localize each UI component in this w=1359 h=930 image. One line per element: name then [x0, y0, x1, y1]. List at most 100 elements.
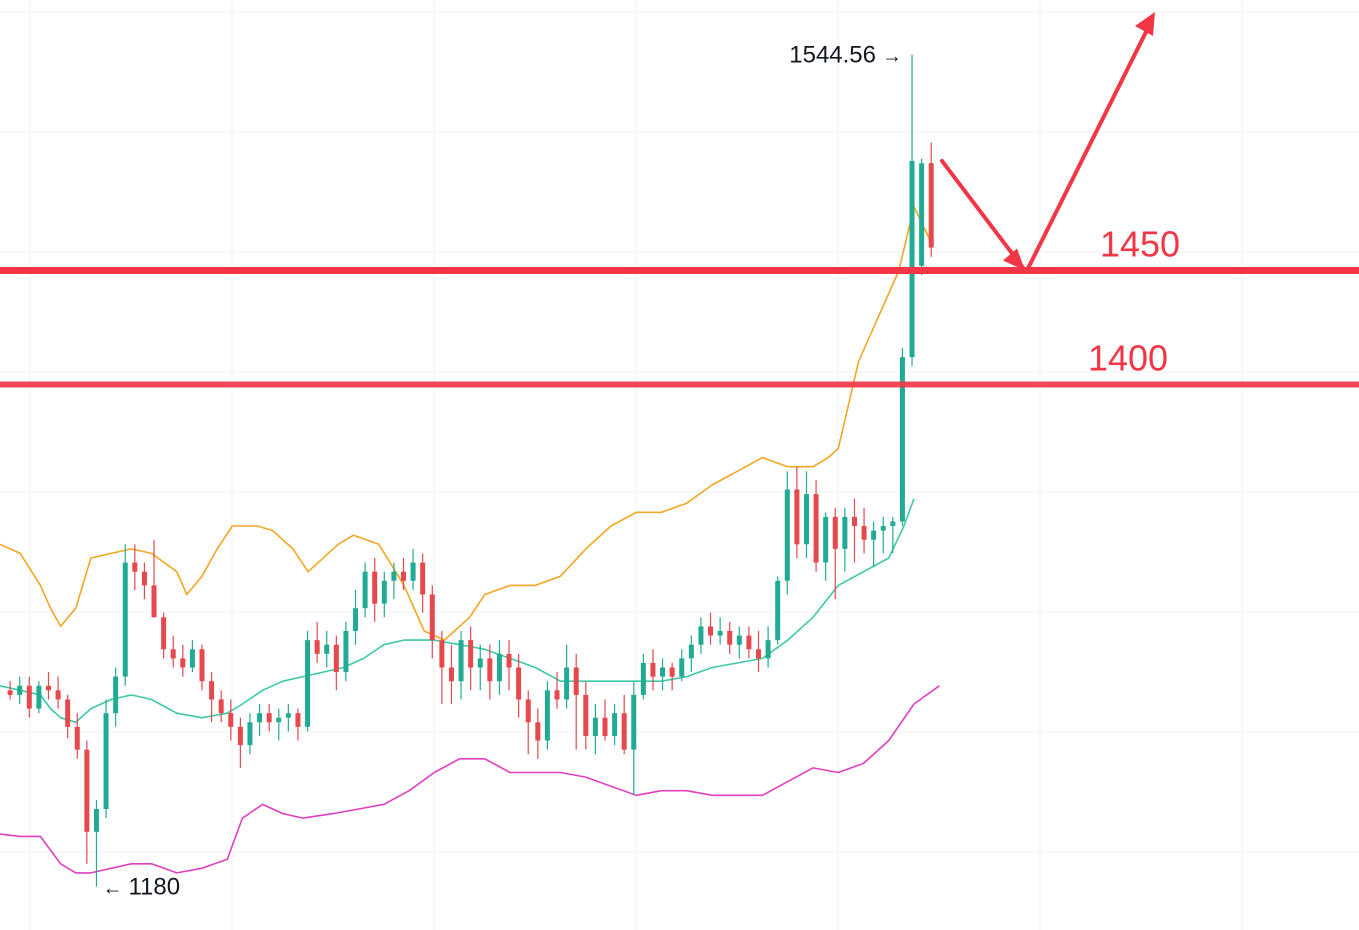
candle-body — [151, 585, 157, 618]
candle-body — [45, 685, 51, 691]
candle-body — [372, 571, 378, 604]
candle-body — [899, 357, 905, 522]
candle-down — [535, 708, 541, 759]
candle-down — [161, 612, 167, 659]
candle-up — [631, 681, 637, 796]
candle-body — [871, 530, 877, 540]
candle-up — [36, 681, 42, 714]
candle-body — [381, 580, 387, 604]
candle-body — [410, 562, 416, 581]
candle-up — [717, 617, 723, 645]
annotation-labels: 1544.56 → ← 1180 — [102, 42, 902, 901]
candle-body — [26, 685, 32, 709]
high-price-label: 1544.56 — [789, 42, 876, 69]
candle-body — [170, 649, 176, 659]
candle-down — [209, 672, 215, 723]
candle-body — [362, 571, 368, 609]
candle-body — [669, 667, 675, 677]
candle-down — [813, 480, 819, 572]
candle-body — [717, 631, 723, 636]
candle-body — [621, 713, 627, 750]
candle-body — [631, 694, 637, 750]
candle-body — [679, 658, 685, 677]
candle-up — [564, 644, 570, 709]
candle-body — [199, 649, 205, 682]
candle-down — [132, 544, 138, 590]
projection-arrows — [940, 12, 1155, 273]
candle-body — [708, 626, 714, 636]
candle-down — [851, 498, 857, 563]
candle-body — [602, 717, 608, 736]
candle-body — [74, 726, 80, 750]
candle-down — [151, 539, 157, 618]
candle-body — [554, 690, 560, 700]
candle-down — [237, 717, 243, 768]
candle-up — [640, 653, 646, 700]
price-levels: 1450 1400 — [0, 223, 1359, 388]
candle-body — [650, 662, 656, 677]
middle-band-line — [0, 498, 915, 724]
candle-body — [439, 640, 445, 668]
candle-body — [353, 608, 359, 632]
candle-body — [919, 163, 925, 266]
candle-up — [899, 348, 905, 527]
candle-body — [7, 690, 13, 695]
candle-body — [583, 694, 589, 736]
candle-body — [688, 644, 694, 659]
candle-down — [7, 681, 13, 700]
candle-body — [756, 649, 762, 659]
candle-down — [708, 612, 714, 645]
candle-up — [880, 516, 886, 554]
candle-up — [871, 521, 877, 568]
candle-body — [324, 644, 330, 654]
candle-up — [688, 635, 694, 673]
candle-down — [506, 640, 512, 691]
candle-body — [880, 526, 886, 531]
candle-up — [93, 799, 99, 887]
candle-down — [199, 644, 205, 691]
high-arrow-icon: → — [882, 46, 902, 68]
candle-body — [209, 681, 215, 700]
candle-body — [314, 640, 320, 654]
candle-body — [823, 516, 829, 563]
level-label-1400: 1400 — [1088, 338, 1168, 379]
candle-body — [765, 640, 771, 659]
candle-up — [890, 516, 896, 554]
candle-up — [919, 158, 925, 276]
candle-down — [554, 672, 560, 709]
candle-up — [784, 471, 790, 595]
candle-body — [400, 571, 406, 581]
candle-up — [276, 708, 282, 741]
candle-up — [612, 704, 618, 746]
candle-body — [36, 685, 42, 709]
candle-down — [621, 694, 627, 755]
candle-up — [391, 562, 397, 600]
candle-up — [477, 644, 483, 691]
candle-body — [909, 160, 915, 358]
candle-down — [65, 694, 71, 739]
candle-body — [640, 662, 646, 695]
upper-band-line — [0, 205, 930, 641]
candles — [7, 54, 934, 887]
candle-body — [285, 713, 291, 718]
candle-body — [813, 494, 819, 563]
candle-up — [458, 631, 464, 700]
candle-up — [496, 640, 502, 695]
candle-up — [247, 713, 253, 755]
candle-up — [353, 589, 359, 645]
candle-up — [189, 640, 195, 673]
down-arrow-head — [1003, 248, 1025, 271]
candle-body — [564, 667, 570, 700]
candle-up — [679, 649, 685, 682]
candle-body — [228, 713, 234, 727]
down-arrow-shaft — [940, 158, 1027, 273]
candle-body — [17, 685, 23, 695]
candle-body — [343, 631, 349, 673]
candle-down — [333, 635, 339, 691]
candle-body — [161, 617, 167, 650]
candle-down — [55, 676, 61, 709]
candle-body — [84, 749, 90, 832]
